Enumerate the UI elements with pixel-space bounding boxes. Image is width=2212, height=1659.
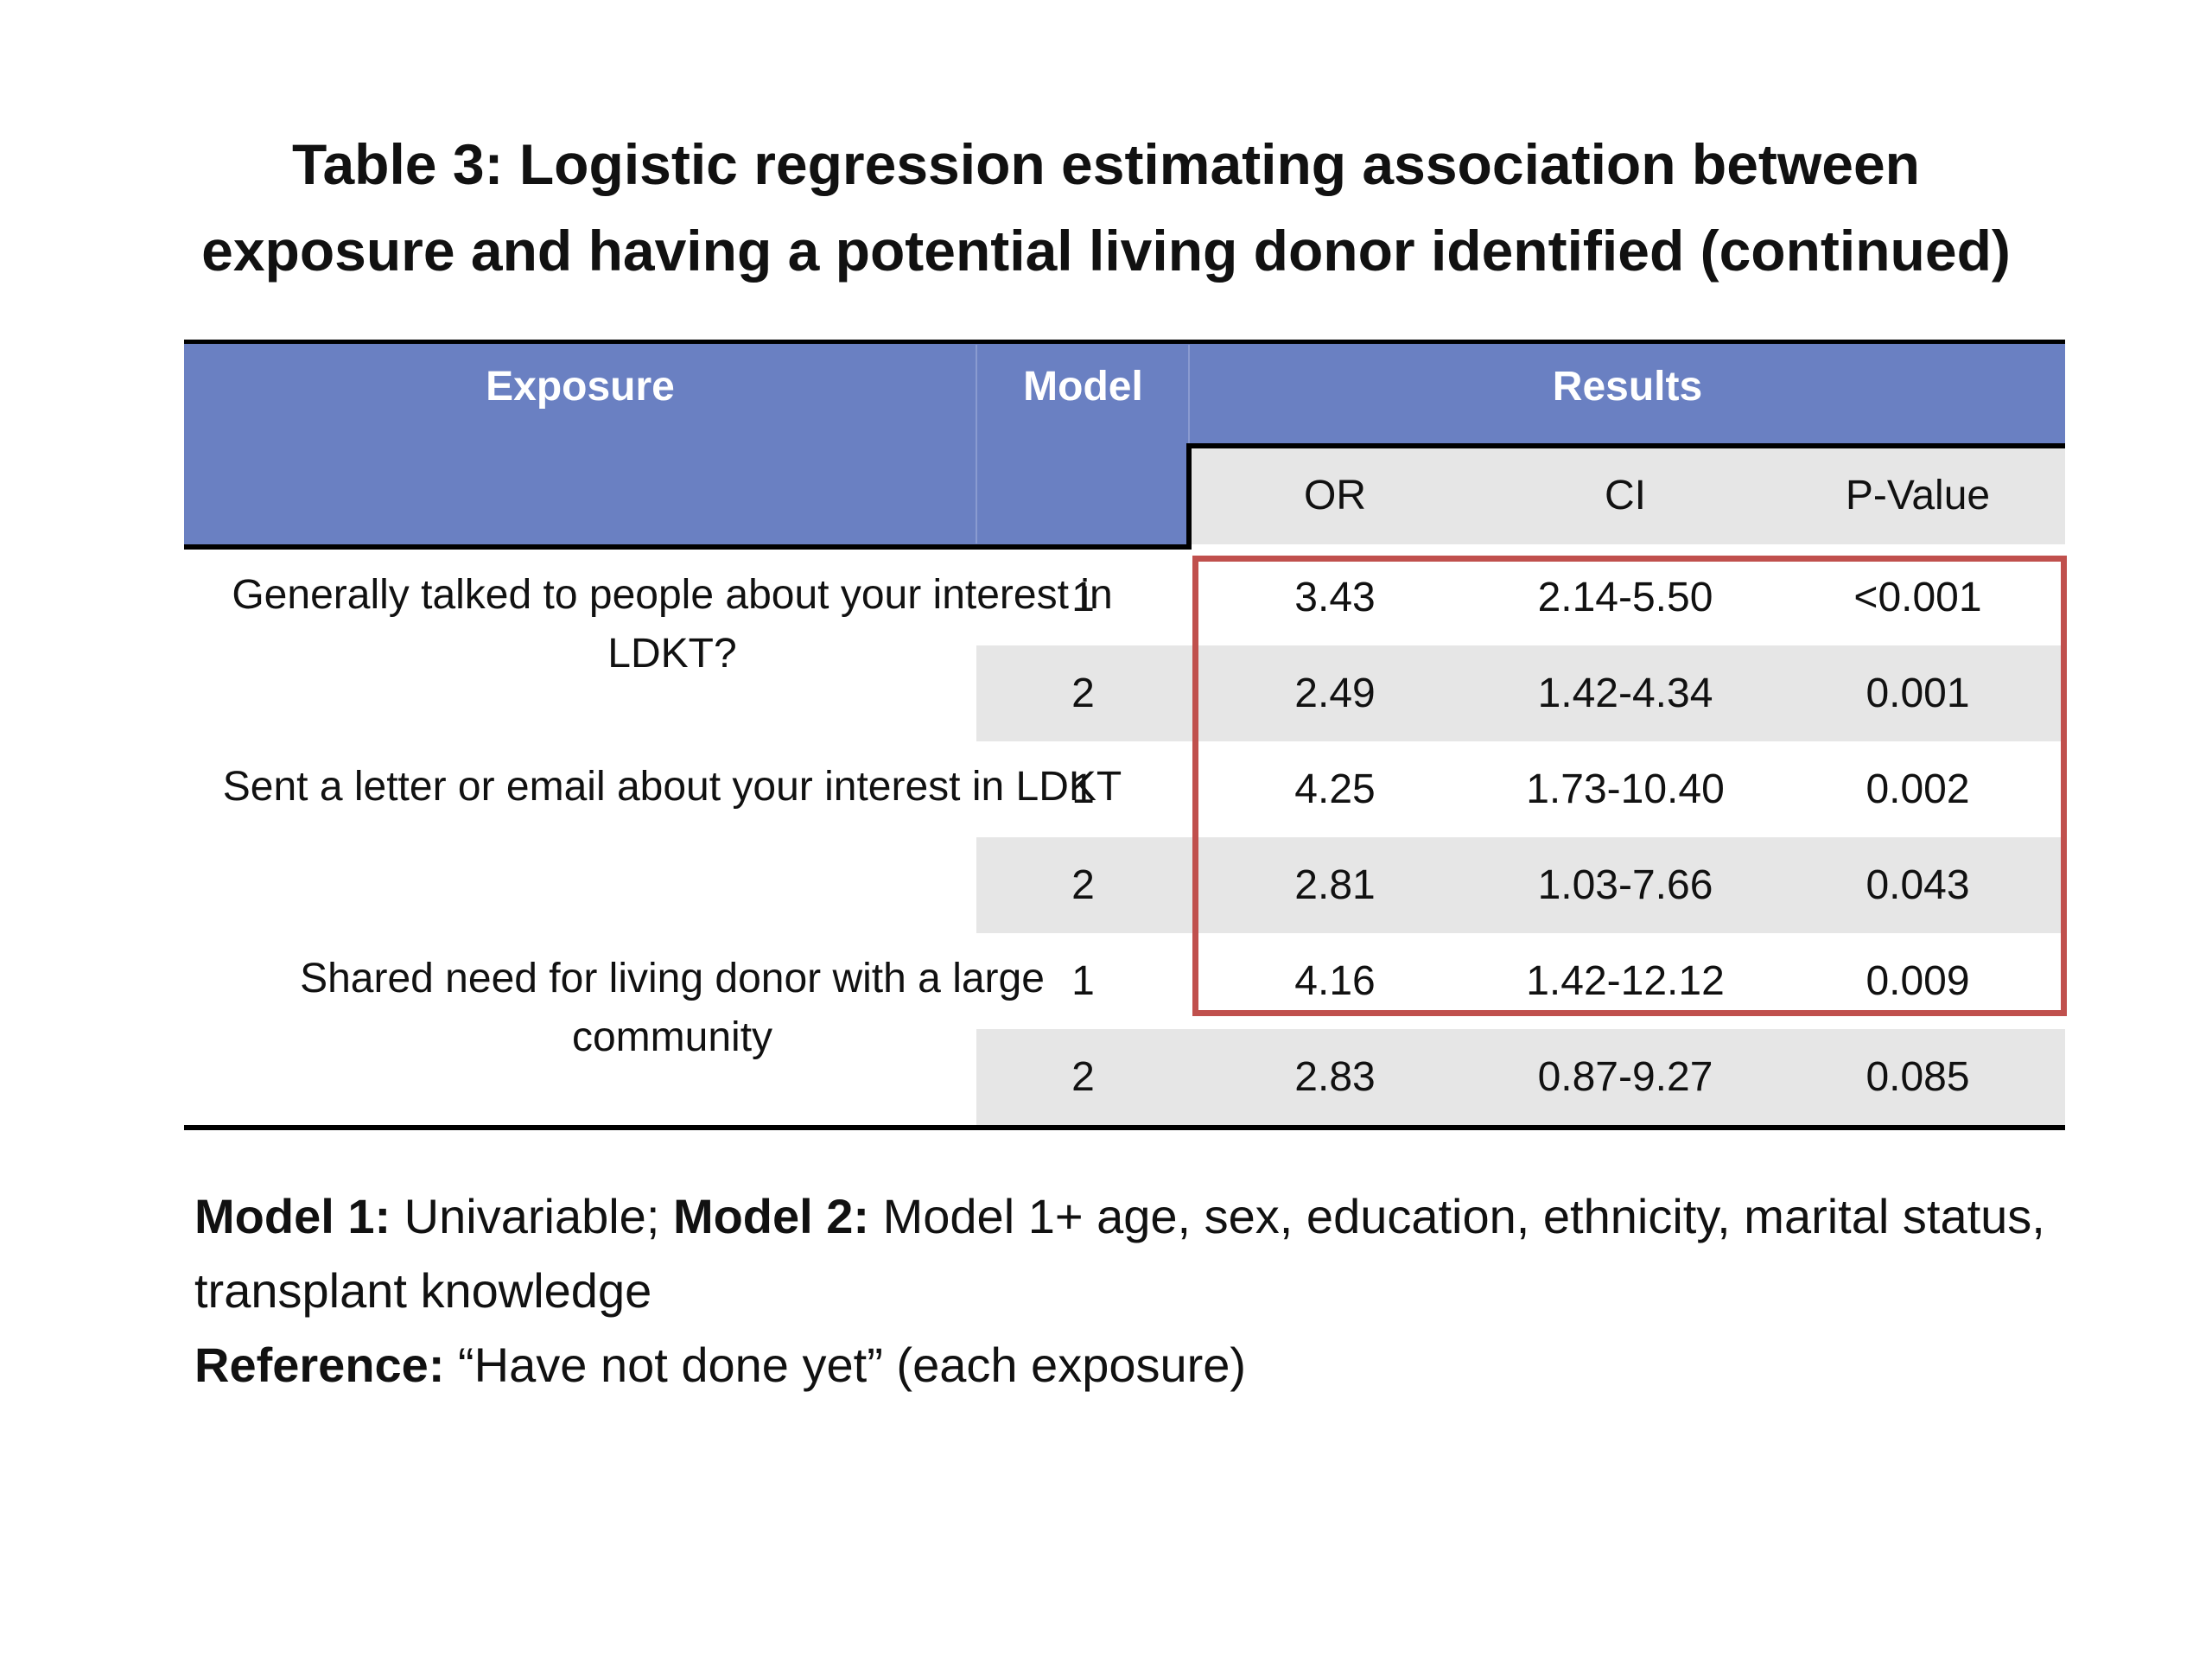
table-bottom-rule — [184, 1125, 2065, 1130]
pvalue-cell: 0.001 — [1866, 671, 1970, 716]
subheader-top-rule — [1186, 443, 2065, 448]
or-cell: 2.81 — [1294, 862, 1376, 908]
or-cell: 4.16 — [1294, 958, 1376, 1004]
model2-label: Model 2: — [672, 1189, 870, 1243]
row-shade — [976, 645, 2065, 741]
reference-label: Reference: — [194, 1338, 445, 1392]
ci-cell: 1.73-10.40 — [1526, 766, 1725, 812]
header-divider — [976, 345, 977, 543]
pvalue-cell: <0.001 — [1853, 575, 1982, 620]
ci-cell: 1.42-12.12 — [1526, 958, 1725, 1004]
pvalue-cell: 0.009 — [1866, 958, 1970, 1004]
or-cell: 3.43 — [1294, 575, 1376, 620]
reference-text: “Have not done yet” (each exposure) — [444, 1338, 1247, 1392]
exposure-label: Generally talked to people about your in… — [232, 572, 1113, 677]
ci-cell: 1.03-7.66 — [1537, 862, 1713, 908]
header-ci: CI — [1605, 473, 1646, 518]
subheader-left-rule — [1186, 443, 1192, 548]
row-shade — [976, 837, 2065, 933]
header-bottom-rule — [184, 544, 1192, 550]
reference-note: Reference: “Have not done yet” (each exp… — [194, 1328, 2095, 1402]
row-shade — [976, 1029, 2065, 1125]
table-top-rule — [184, 340, 2065, 345]
or-cell: 2.83 — [1294, 1054, 1376, 1100]
table-title-line-1: Table 3: Logistic regression estimating … — [292, 132, 1920, 196]
header-exposure: Exposure — [486, 364, 675, 410]
model1-text: Univariable; — [391, 1189, 673, 1243]
table-title-line-2: exposure and having a potential living d… — [201, 219, 2011, 283]
header-divider — [1188, 345, 1190, 448]
table-notes: Model 1: Univariable; Model 2: Model 1+ … — [194, 1179, 2095, 1402]
model-cell: 1 — [1071, 958, 1095, 1004]
or-cell: 2.49 — [1294, 671, 1376, 716]
model2-text: Model 1+ age, sex, education, ethnicity,… — [194, 1189, 2045, 1318]
results-table: Exposure Model Results OR CI P-Value Gen… — [184, 340, 2065, 1130]
model1-label: Model 1: — [194, 1189, 391, 1243]
model-definitions: Model 1: Univariable; Model 2: Model 1+ … — [194, 1179, 2095, 1328]
pvalue-cell: 0.043 — [1866, 862, 1970, 908]
model-cell: 2 — [1071, 1054, 1095, 1100]
header-pvalue: P-Value — [1845, 473, 1991, 518]
header-model: Model — [1023, 364, 1143, 410]
model-cell: 2 — [1071, 671, 1095, 716]
model-cell: 1 — [1071, 766, 1095, 812]
highlight-box — [1192, 556, 2067, 1016]
exposure-label: Sent a letter or email about your intere… — [222, 764, 1122, 810]
ci-cell: 0.87-9.27 — [1537, 1054, 1713, 1100]
ci-cell: 1.42-4.34 — [1537, 671, 1713, 716]
model-cell: 2 — [1071, 862, 1095, 908]
ci-cell: 2.14-5.50 — [1537, 575, 1713, 620]
model-cell: 1 — [1071, 575, 1095, 620]
pvalue-cell: 0.002 — [1866, 766, 1970, 812]
header-or: OR — [1304, 473, 1366, 518]
or-cell: 4.25 — [1294, 766, 1376, 812]
pvalue-cell: 0.085 — [1866, 1054, 1970, 1100]
subheader-band — [1190, 448, 2065, 544]
table-title: Table 3: Logistic regression estimating … — [130, 121, 2082, 294]
header-results: Results — [1552, 364, 1703, 410]
exposure-label: Shared need for living donor with a larg… — [300, 956, 1045, 1060]
